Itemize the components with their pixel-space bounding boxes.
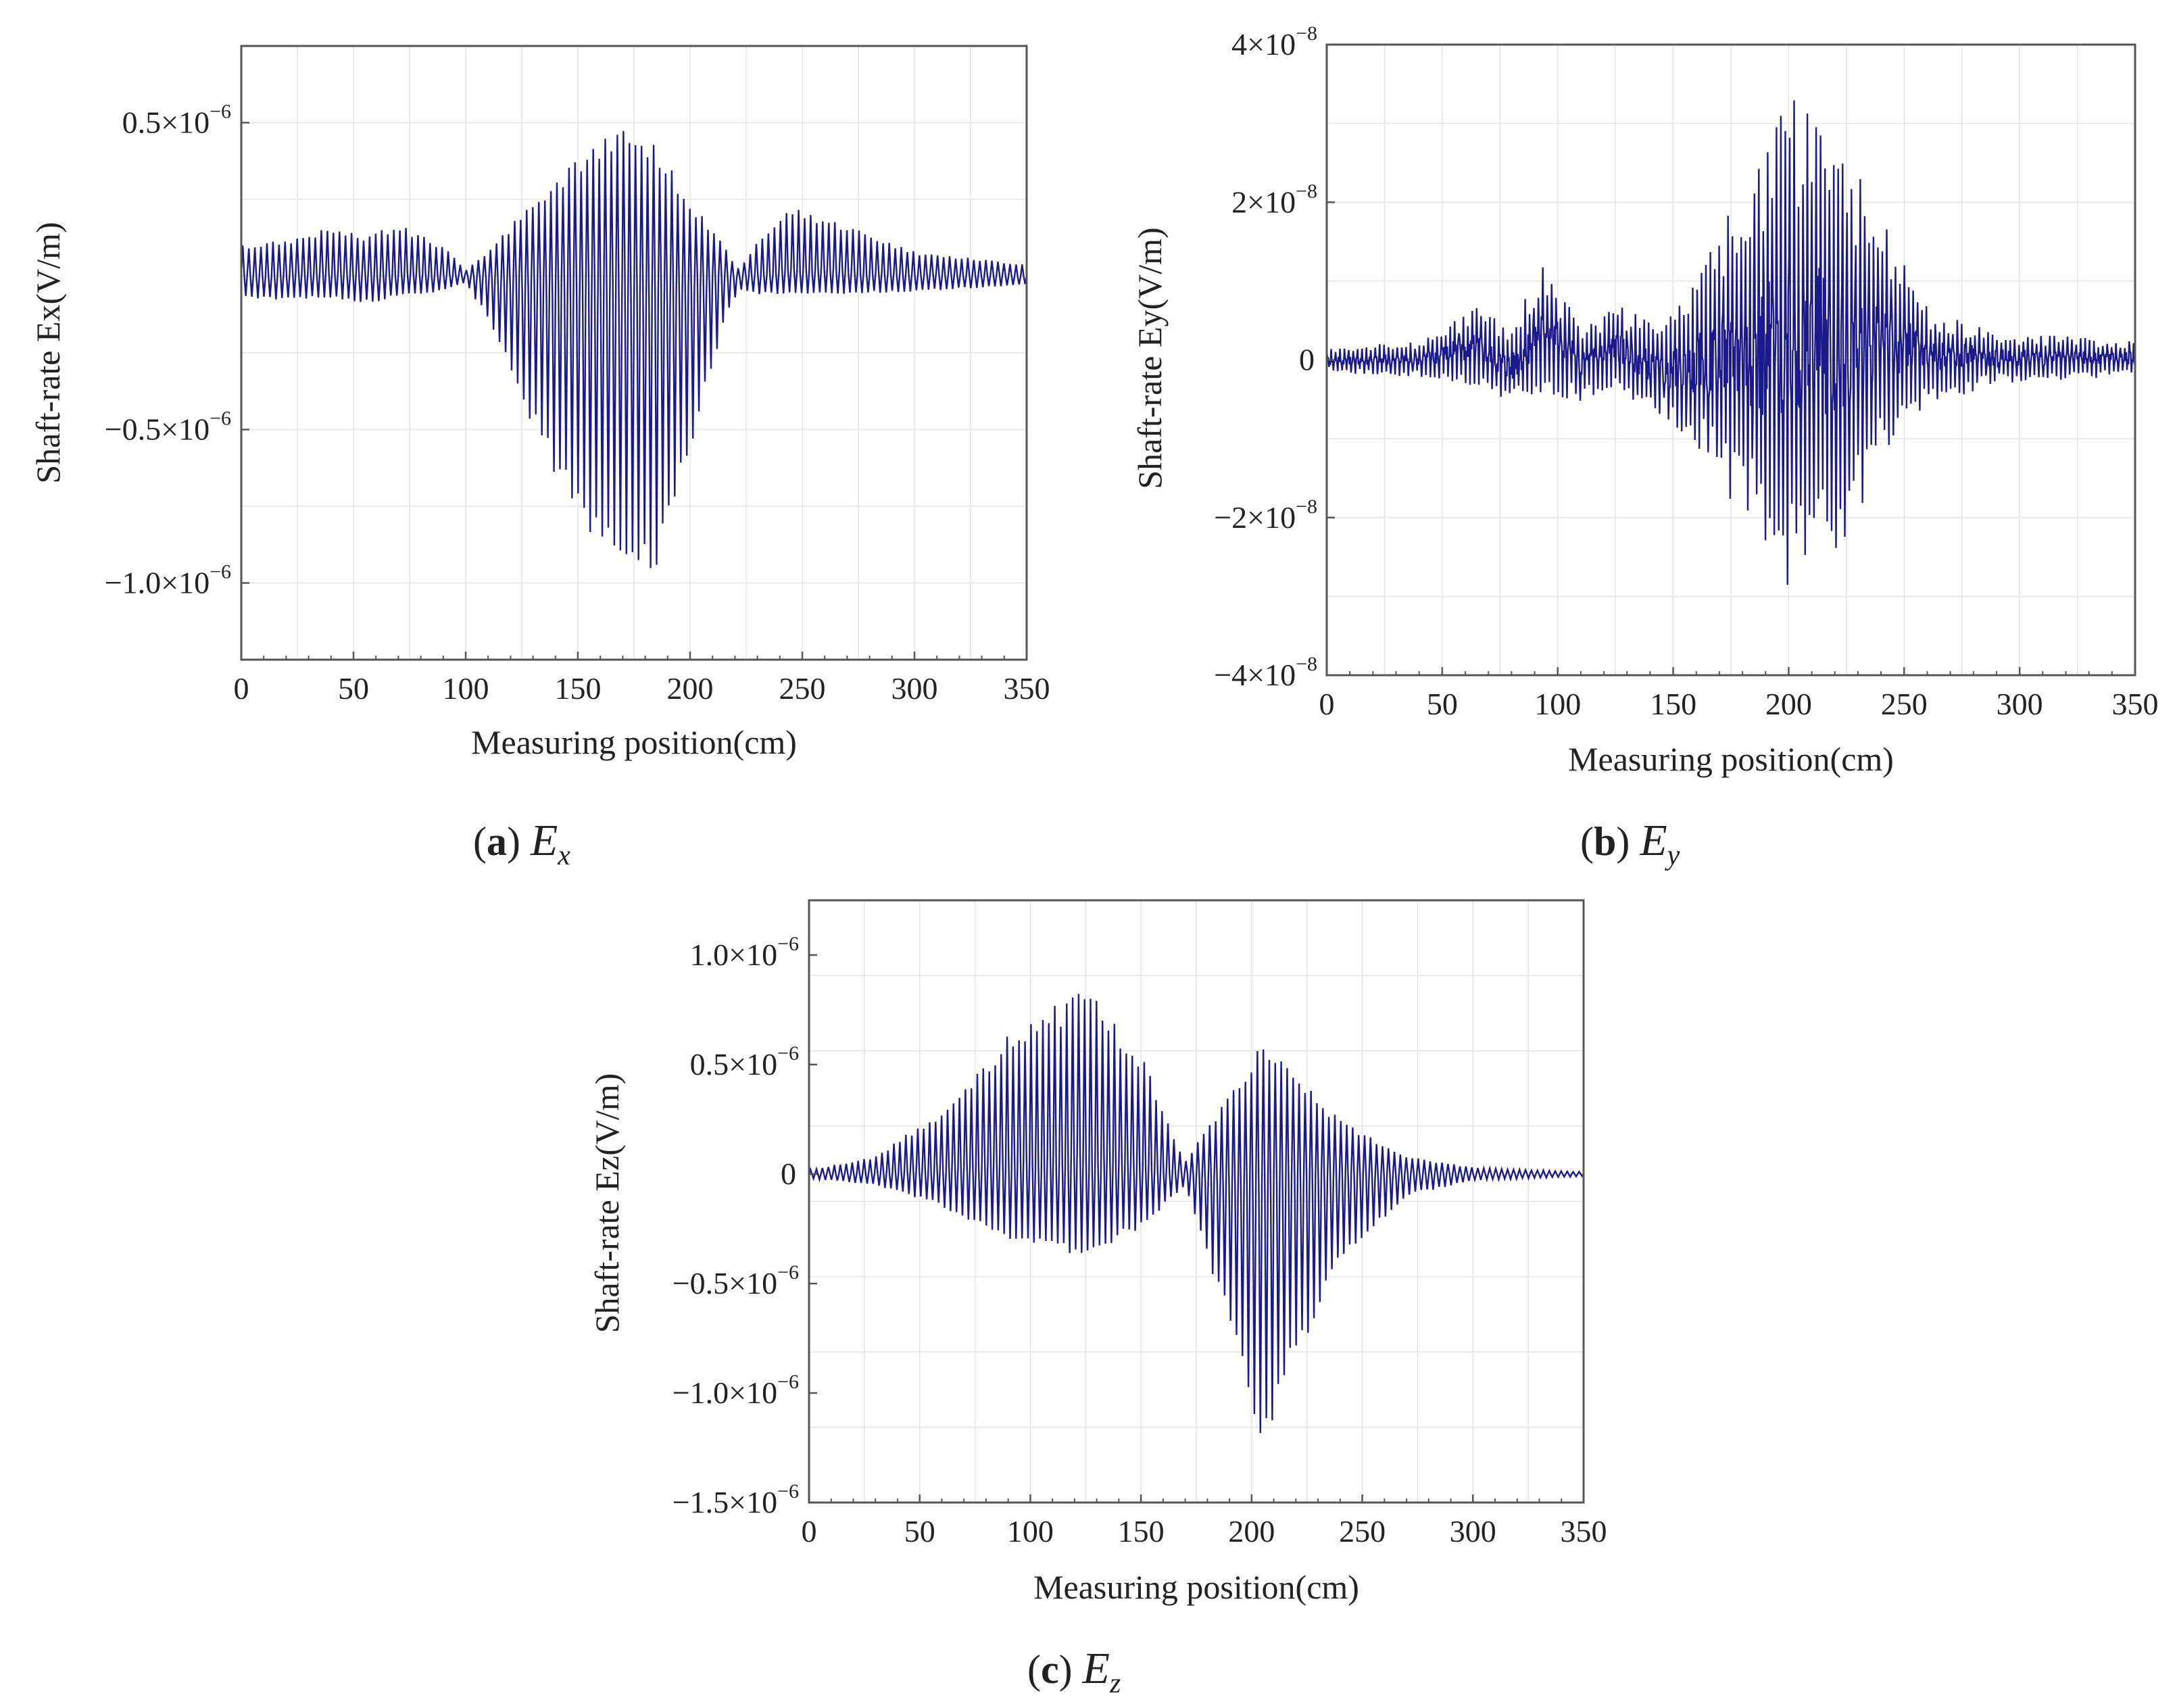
caption-var-a: E xyxy=(530,816,558,865)
y-tick-label: −1.0×10−6 xyxy=(672,1371,799,1410)
x-tick-label: 250 xyxy=(1881,687,1928,721)
x-tick-label: 150 xyxy=(1650,687,1696,721)
x-tick-label: 0 xyxy=(234,671,249,706)
y-tick-label: −1.5×10−6 xyxy=(672,1480,799,1519)
series-line-b xyxy=(1325,100,2136,585)
x-tick-label: 200 xyxy=(667,671,714,706)
caption-a: (a) Ex xyxy=(473,816,570,871)
x-tick-label: 50 xyxy=(1427,687,1458,721)
panel-a: 0 50 100 150 200 250 300 350 0.5×10−6 −0.5×10−6 −… xyxy=(29,45,1050,871)
y-tick-label: 0.5×10−6 xyxy=(690,1042,799,1081)
x-tick-label: 250 xyxy=(1339,1514,1386,1548)
x-ticks-c: 0 50 100 150 200 250 300 350 xyxy=(802,1494,1607,1548)
caption-letter-c: c xyxy=(1041,1647,1059,1692)
x-tick-label: 100 xyxy=(1534,687,1581,721)
x-tick-label: 300 xyxy=(1450,1514,1496,1548)
caption-c: (c) Ez xyxy=(1027,1644,1121,1699)
x-tick-label: 300 xyxy=(891,671,938,706)
caption-var-b: E xyxy=(1639,816,1667,865)
y-ticks-a: 0.5×10−6 −0.5×10−6 −1.0×10−6 xyxy=(105,101,249,600)
caption-sub-b: y xyxy=(1665,840,1680,871)
y-tick-label: 4×10−8 xyxy=(1231,22,1317,62)
panel-b: 0 50 100 150 200 250 300 350 4×10−8 2×10−8 0 −2×10… xyxy=(1131,22,2159,871)
y-axis-title-c: Shaft-rate Ez(V/m) xyxy=(588,1073,626,1334)
x-tick-label: 0 xyxy=(802,1514,817,1548)
y-tick-label: −1.0×10−6 xyxy=(105,561,231,600)
plot-frame-a xyxy=(240,45,1028,661)
x-tick-label: 150 xyxy=(1118,1514,1165,1548)
x-ticks-a: 0 50 100 150 200 250 300 350 xyxy=(234,652,1050,706)
caption-letter-a: a xyxy=(487,819,507,864)
y-ticks-b: 4×10−8 2×10−8 0 −2×10−8 −4×10−8 xyxy=(1214,22,1335,692)
y-axis-title-b: Shaft-rate Ey(V/m) xyxy=(1131,227,1169,489)
y-tick-label: −4×10−8 xyxy=(1214,653,1317,692)
y-tick-label: 2×10−8 xyxy=(1231,180,1317,219)
caption-sub-a: x xyxy=(557,840,570,871)
caption-b: (b) Ey xyxy=(1580,816,1680,871)
x-tick-label: 100 xyxy=(443,671,489,706)
y-tick-label: −0.5×10−6 xyxy=(672,1261,799,1300)
x-tick-label: 250 xyxy=(779,671,826,706)
x-tick-label: 0 xyxy=(1319,687,1335,721)
y-tick-label: 0 xyxy=(781,1156,796,1191)
caption-sub-c: z xyxy=(1109,1668,1121,1699)
x-axis-title-b: Measuring position(cm) xyxy=(1568,740,1894,778)
x-ticks-b: 0 50 100 150 200 250 300 350 xyxy=(1319,667,2159,721)
y-axis-title-a: Shaft-rate Ex(V/m) xyxy=(29,222,67,483)
x-tick-label: 50 xyxy=(904,1514,935,1548)
x-tick-label: 50 xyxy=(338,671,369,706)
grid-a xyxy=(241,46,1027,660)
x-tick-label: 350 xyxy=(1561,1514,1607,1548)
x-tick-label: 200 xyxy=(1765,687,1812,721)
caption-var-c: E xyxy=(1082,1644,1110,1693)
x-axis-title-a: Measuring position(cm) xyxy=(471,723,797,761)
plot-frame-c xyxy=(808,899,1585,1504)
caption-letter-b: b xyxy=(1594,819,1616,864)
x-tick-label: 350 xyxy=(2112,687,2159,721)
y-ticks-c: 1.0×10−6 0.5×10−6 0 −0.5×10−6 −1.0×10−6 −1.5×… xyxy=(672,933,817,1519)
x-tick-label: 350 xyxy=(1004,671,1050,706)
y-tick-label: 0 xyxy=(1299,343,1315,377)
x-tick-label: 100 xyxy=(1007,1514,1054,1548)
x-axis-title-c: Measuring position(cm) xyxy=(1033,1568,1359,1606)
series-line-c xyxy=(808,994,1584,1434)
y-tick-label: 0.5×10−6 xyxy=(122,101,231,140)
panel-c: 0 50 100 150 200 250 300 350 1.0×10−60.5×10−60−… xyxy=(588,899,1607,1699)
x-tick-label: 200 xyxy=(1228,1514,1275,1548)
y-tick-label: −2×10−8 xyxy=(1214,495,1317,535)
y-tick-label: 1.0×10−6 xyxy=(690,933,799,972)
x-tick-label: 150 xyxy=(555,671,602,706)
y-tick-label: −0.5×10−6 xyxy=(105,408,231,447)
series-line-a xyxy=(240,130,1028,568)
x-tick-label: 300 xyxy=(1997,687,2043,721)
